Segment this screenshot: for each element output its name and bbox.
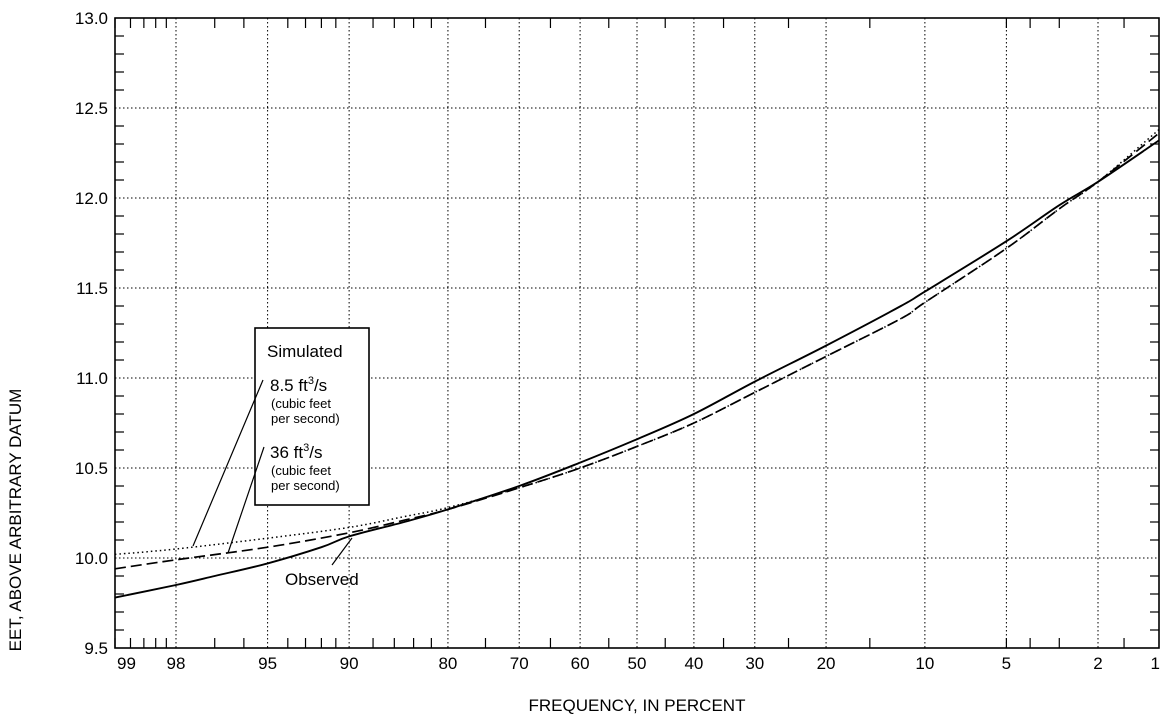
x-tick-label: 2: [1093, 654, 1102, 673]
x-axis-title: FREQUENCY, IN PERCENT: [529, 696, 746, 715]
y-tick-label: 10.5: [75, 459, 108, 478]
legend-entry-1-note-line2: per second): [271, 411, 340, 426]
series-line-dashed: [114, 132, 1160, 570]
x-tick-label: 80: [438, 654, 457, 673]
series-lines: [114, 129, 1160, 599]
y-tick-label: 12.5: [75, 99, 108, 118]
y-tick-label: 11.0: [76, 369, 108, 388]
minor-ticks: [114, 18, 1159, 648]
y-tick-label: 10.0: [75, 549, 108, 568]
x-tick-label: 70: [510, 654, 529, 673]
x-tick-label: 40: [684, 654, 703, 673]
x-tick-label: 1: [1151, 654, 1160, 673]
y-tick-label: 11.5: [76, 279, 108, 298]
y-axis-title: EET, ABOVE ARBITRARY DATUM: [6, 389, 25, 652]
x-tick-label: 98: [167, 654, 186, 673]
x-tick-label: 60: [571, 654, 590, 673]
legend-entry-1-note-line1: (cubic feet: [271, 396, 331, 411]
x-tick-labels: 99 98 95 90 80 70 60 50 40 30 20 10 5 2 1: [117, 654, 1160, 673]
series-line-solid: [114, 139, 1160, 599]
y-tick-label: 12.0: [75, 189, 108, 208]
x-tick-label: 10: [915, 654, 934, 673]
plot-frame: [114, 17, 1160, 649]
legend-entry-1-label: 8.5 ft3/s: [270, 375, 327, 395]
y-tick-label: 9.5: [84, 639, 108, 658]
leader-8.5-cfs: [192, 379, 264, 547]
legend-entry-2-label: 36 ft3/s: [270, 442, 322, 462]
y-tick-label: 13.0: [75, 9, 108, 28]
y-tick-labels: 9.5 10.0 10.5 11.0 11.5 12.0 12.5 13.0: [75, 9, 108, 658]
grid-lines: [115, 18, 1159, 648]
legend-heading: Simulated: [267, 342, 343, 361]
legend-box: Simulated 8.5 ft3/s (cubic feet per seco…: [254, 327, 370, 506]
x-tick-label: 95: [258, 654, 277, 673]
x-tick-label: 30: [745, 654, 764, 673]
x-tick-label: 50: [628, 654, 647, 673]
x-tick-label: 5: [1002, 654, 1011, 673]
leader-observed: [331, 537, 353, 566]
x-tick-label: 90: [340, 654, 359, 673]
x-tick-label: 20: [817, 654, 836, 673]
legend-frame: [254, 327, 370, 506]
legend-entry-2-note-line2: per second): [271, 478, 340, 493]
legend-entry-2-note-line1: (cubic feet: [271, 463, 331, 478]
x-tick-label: 99: [117, 654, 136, 673]
leader-36-cfs: [227, 446, 265, 554]
observed-annotation: Observed: [285, 570, 359, 589]
